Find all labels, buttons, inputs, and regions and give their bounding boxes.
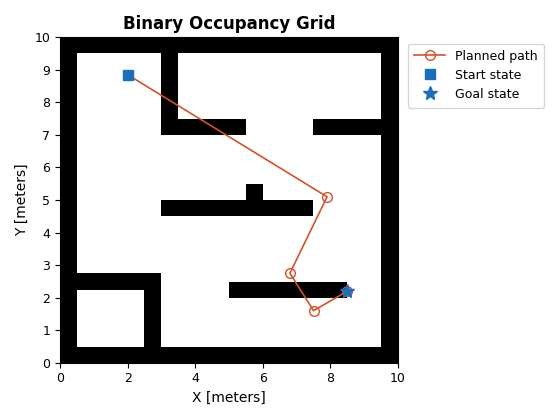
- X-axis label: X [meters]: X [meters]: [192, 391, 266, 405]
- Legend: Planned path, Start state, Goal state: Planned path, Start state, Goal state: [408, 44, 544, 108]
- Planned path: [324, 194, 330, 200]
- Planned path: [310, 308, 317, 313]
- Planned path: [344, 289, 351, 294]
- Planned path: [287, 271, 293, 276]
- Y-axis label: Y [meters]: Y [meters]: [15, 164, 29, 236]
- Line: Planned path: Planned path: [123, 70, 352, 315]
- Planned path: [124, 72, 131, 77]
- Title: Binary Occupancy Grid: Binary Occupancy Grid: [123, 15, 335, 33]
